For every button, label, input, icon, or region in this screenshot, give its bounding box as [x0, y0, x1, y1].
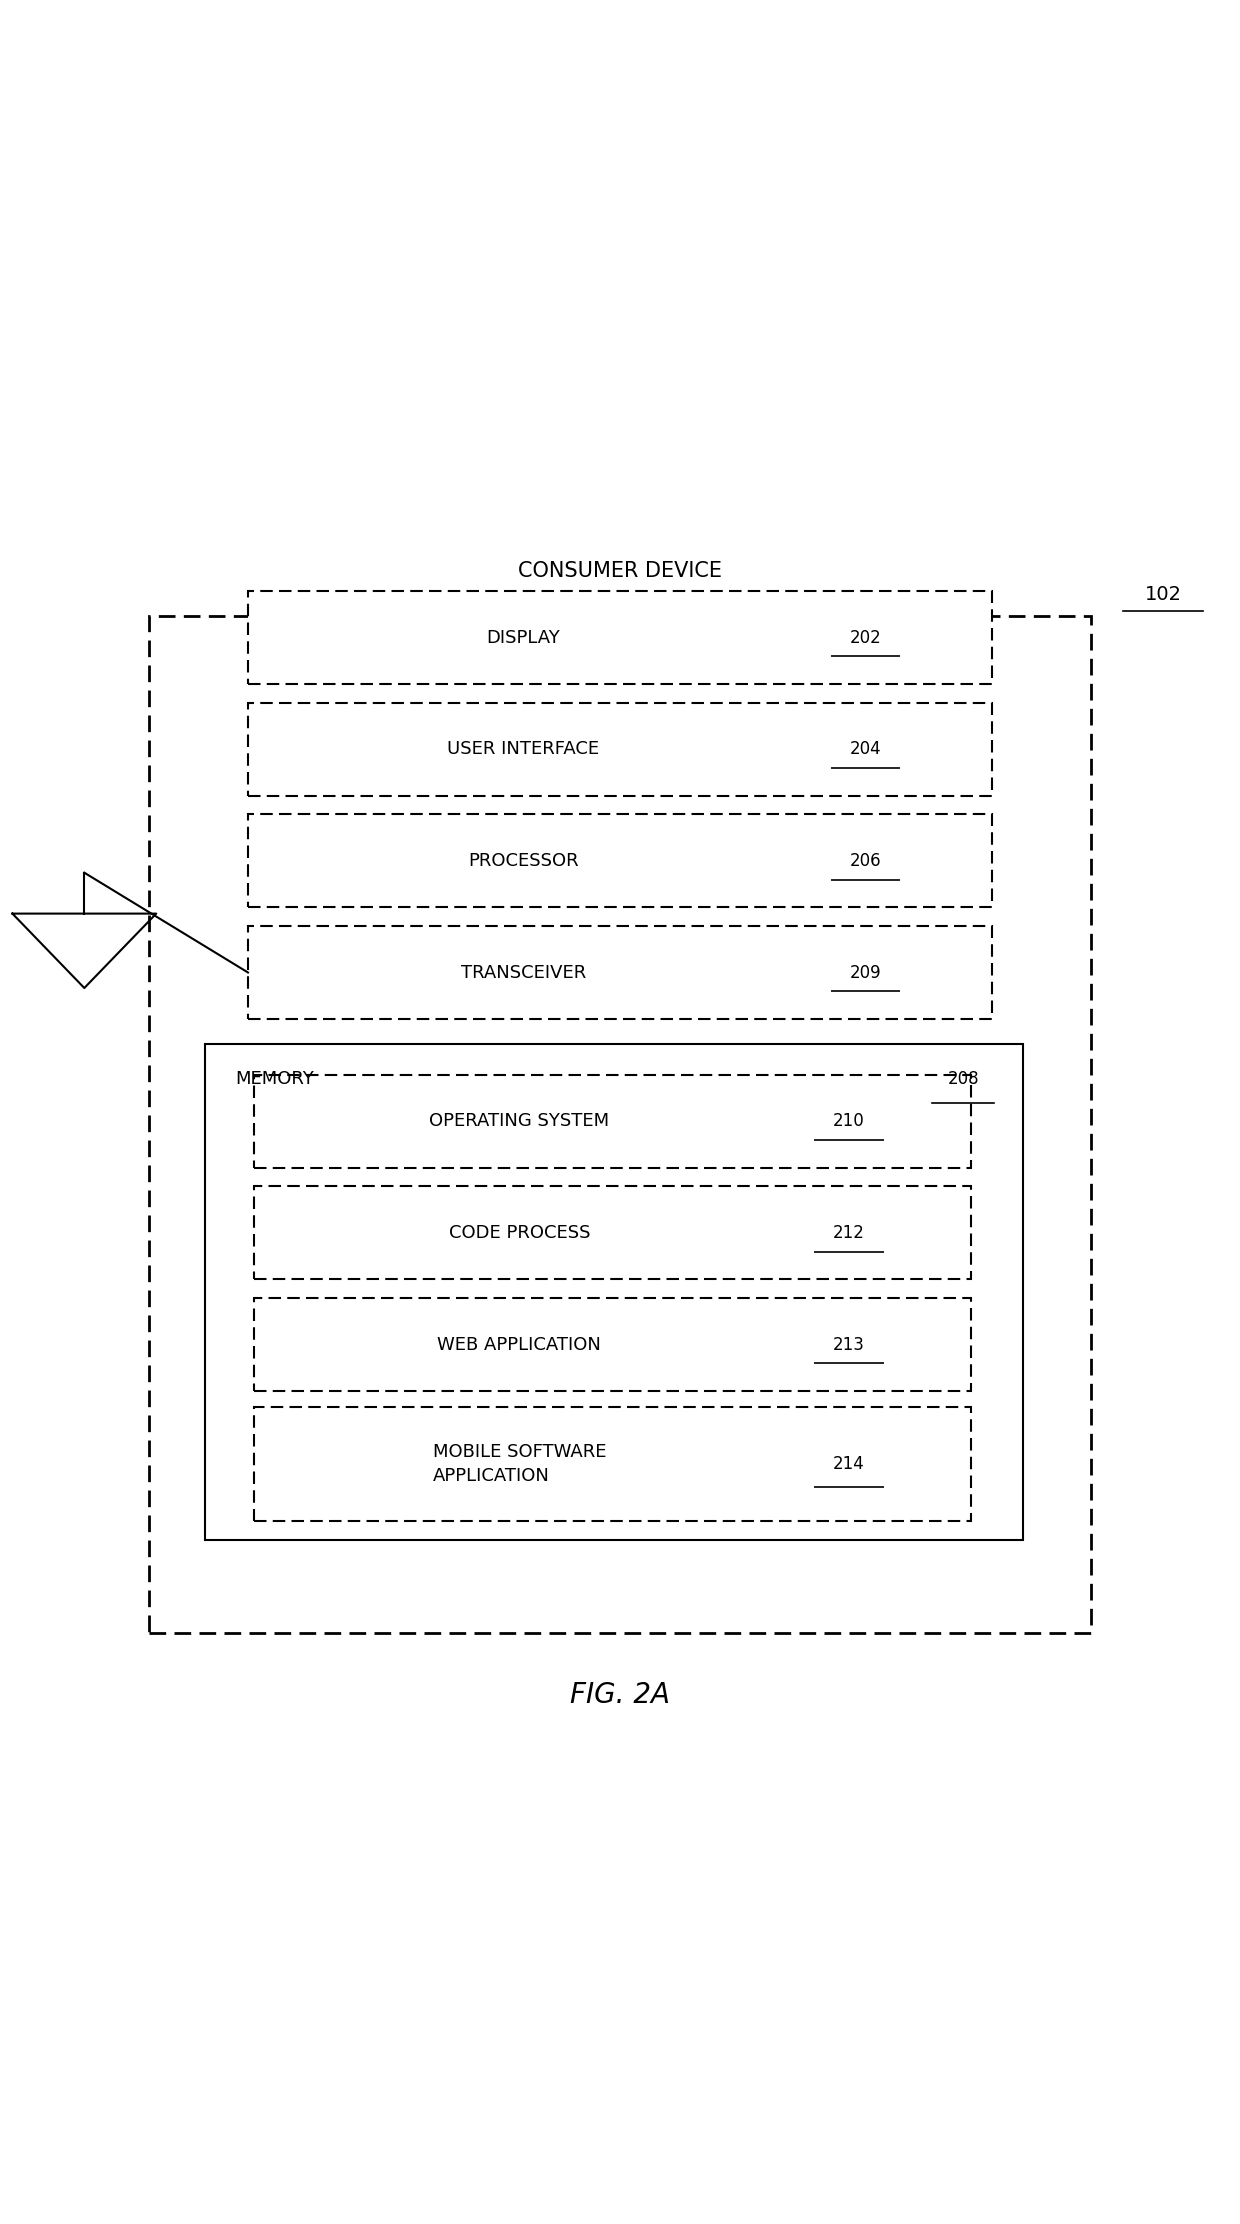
FancyBboxPatch shape — [205, 1043, 1023, 1539]
Text: 210: 210 — [833, 1112, 866, 1130]
Text: MOBILE SOFTWARE
APPLICATION: MOBILE SOFTWARE APPLICATION — [433, 1443, 606, 1486]
Text: OPERATING SYSTEM: OPERATING SYSTEM — [429, 1112, 609, 1130]
Text: FIG. 2A: FIG. 2A — [570, 1681, 670, 1708]
Text: MEMORY: MEMORY — [236, 1070, 315, 1088]
FancyBboxPatch shape — [254, 1299, 971, 1390]
FancyBboxPatch shape — [248, 703, 992, 796]
Text: PROCESSOR: PROCESSOR — [467, 852, 579, 870]
Text: 213: 213 — [833, 1334, 866, 1354]
Text: 102: 102 — [1145, 585, 1182, 603]
FancyBboxPatch shape — [248, 592, 992, 685]
Text: 214: 214 — [833, 1454, 866, 1472]
Text: WEB APPLICATION: WEB APPLICATION — [438, 1334, 601, 1354]
Text: USER INTERFACE: USER INTERFACE — [448, 741, 599, 758]
Text: 208: 208 — [947, 1070, 980, 1088]
Text: 202: 202 — [849, 629, 882, 647]
FancyBboxPatch shape — [248, 814, 992, 907]
Text: 209: 209 — [849, 963, 882, 981]
Text: TRANSCEIVER: TRANSCEIVER — [460, 963, 587, 981]
FancyBboxPatch shape — [254, 1074, 971, 1168]
Text: 212: 212 — [833, 1223, 866, 1241]
FancyBboxPatch shape — [149, 616, 1091, 1632]
FancyBboxPatch shape — [254, 1408, 971, 1521]
Text: CONSUMER DEVICE: CONSUMER DEVICE — [518, 560, 722, 580]
Text: DISPLAY: DISPLAY — [486, 629, 560, 647]
FancyBboxPatch shape — [248, 925, 992, 1019]
FancyBboxPatch shape — [254, 1185, 971, 1279]
Text: 204: 204 — [849, 741, 882, 758]
Text: CODE PROCESS: CODE PROCESS — [449, 1223, 590, 1241]
Text: 206: 206 — [849, 852, 882, 870]
